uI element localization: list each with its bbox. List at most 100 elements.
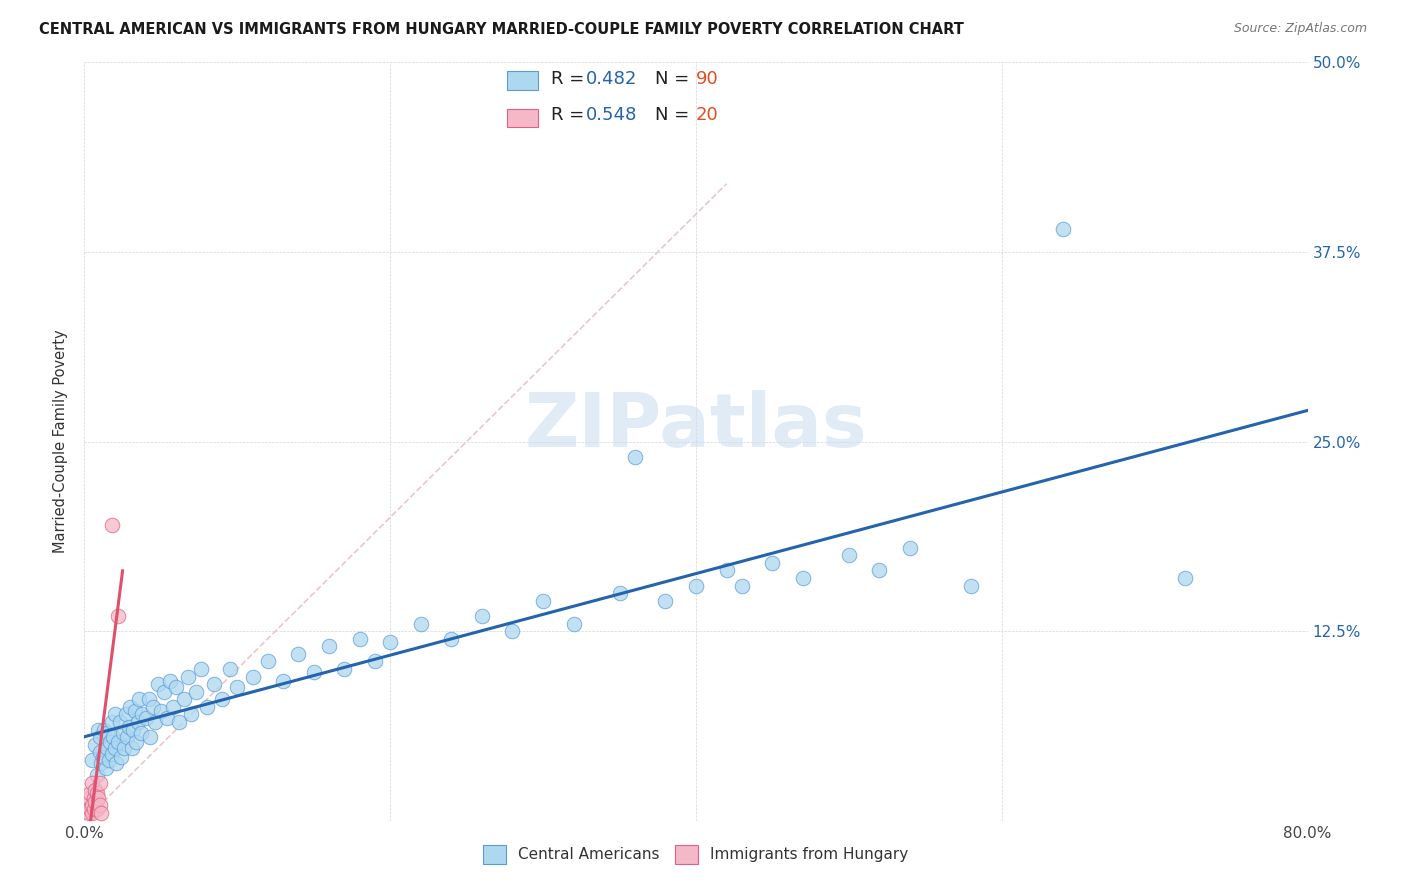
Point bbox=[685, 579, 707, 593]
Point bbox=[146, 677, 169, 691]
Point bbox=[101, 517, 124, 532]
Point bbox=[84, 783, 107, 797]
Point bbox=[562, 616, 585, 631]
Point bbox=[624, 450, 647, 464]
Point bbox=[111, 725, 134, 739]
Point bbox=[440, 632, 463, 646]
Point bbox=[131, 707, 153, 722]
Point bbox=[80, 753, 103, 767]
Point bbox=[110, 750, 132, 764]
Point bbox=[731, 579, 754, 593]
Point bbox=[173, 692, 195, 706]
Point bbox=[654, 594, 676, 608]
Point bbox=[121, 740, 143, 755]
Point bbox=[84, 796, 107, 810]
Point bbox=[135, 710, 157, 724]
Text: R =: R = bbox=[551, 105, 591, 123]
Point bbox=[869, 564, 891, 578]
Point bbox=[242, 669, 264, 683]
Point bbox=[716, 564, 738, 578]
Point bbox=[257, 655, 280, 669]
Point bbox=[139, 730, 162, 744]
Point bbox=[105, 756, 128, 770]
Point bbox=[98, 735, 121, 749]
Point bbox=[364, 655, 387, 669]
Y-axis label: Married-Couple Family Poverty: Married-Couple Family Poverty bbox=[53, 330, 69, 553]
Point bbox=[104, 740, 127, 755]
Point bbox=[471, 608, 494, 623]
Point bbox=[89, 776, 111, 790]
Point bbox=[103, 730, 125, 744]
Point bbox=[184, 685, 207, 699]
Text: CENTRAL AMERICAN VS IMMIGRANTS FROM HUNGARY MARRIED-COUPLE FAMILY POVERTY CORREL: CENTRAL AMERICAN VS IMMIGRANTS FROM HUNG… bbox=[39, 22, 965, 37]
Point bbox=[349, 632, 371, 646]
Point bbox=[90, 756, 112, 770]
Point bbox=[115, 730, 138, 744]
Point bbox=[77, 806, 100, 821]
Point bbox=[125, 735, 148, 749]
Point bbox=[76, 798, 98, 813]
Point bbox=[287, 647, 309, 661]
Point bbox=[79, 801, 101, 815]
Text: Source: ZipAtlas.com: Source: ZipAtlas.com bbox=[1233, 22, 1367, 36]
Point bbox=[108, 715, 131, 730]
Point bbox=[190, 662, 212, 676]
Point bbox=[89, 730, 111, 744]
Point bbox=[143, 715, 166, 730]
Point bbox=[114, 707, 136, 722]
Text: N =: N = bbox=[655, 105, 695, 123]
Point bbox=[792, 571, 814, 585]
Point bbox=[1174, 571, 1197, 585]
Point bbox=[898, 541, 921, 555]
Point bbox=[97, 753, 120, 767]
Point bbox=[1052, 222, 1074, 236]
Point bbox=[409, 616, 432, 631]
Point bbox=[104, 707, 127, 722]
Point bbox=[79, 786, 101, 800]
Point bbox=[96, 740, 118, 755]
Text: N =: N = bbox=[655, 70, 695, 88]
Point bbox=[153, 685, 176, 699]
Point bbox=[80, 776, 103, 790]
Point bbox=[502, 624, 524, 639]
Point bbox=[165, 680, 187, 694]
Point bbox=[960, 579, 983, 593]
Point bbox=[86, 786, 108, 800]
Point bbox=[226, 680, 249, 694]
Point bbox=[838, 548, 860, 563]
Point bbox=[156, 710, 179, 724]
Point bbox=[118, 720, 141, 734]
Bar bbox=[508, 109, 538, 128]
Point bbox=[84, 738, 107, 752]
Point bbox=[142, 699, 165, 714]
Point bbox=[211, 692, 233, 706]
Point bbox=[101, 747, 124, 761]
Point bbox=[167, 715, 190, 730]
Point bbox=[180, 707, 202, 722]
Point bbox=[83, 791, 105, 805]
Point bbox=[138, 692, 160, 706]
Point bbox=[162, 699, 184, 714]
Point bbox=[89, 798, 111, 813]
Point bbox=[318, 639, 340, 653]
Point bbox=[87, 791, 110, 805]
Point bbox=[96, 725, 118, 739]
Point bbox=[202, 677, 225, 691]
Point bbox=[333, 662, 356, 676]
Point bbox=[90, 806, 112, 821]
Point bbox=[89, 746, 111, 760]
Point bbox=[218, 662, 240, 676]
Point bbox=[531, 594, 554, 608]
Text: 0.548: 0.548 bbox=[586, 105, 638, 123]
Text: 0.482: 0.482 bbox=[586, 70, 638, 88]
Point bbox=[80, 806, 103, 821]
Point bbox=[112, 740, 135, 755]
Point bbox=[127, 715, 149, 730]
Point bbox=[122, 723, 145, 737]
Point bbox=[83, 801, 105, 815]
Point bbox=[195, 699, 218, 714]
Point bbox=[94, 760, 117, 774]
Point bbox=[302, 665, 325, 679]
Point bbox=[77, 791, 100, 805]
Point bbox=[124, 705, 146, 719]
